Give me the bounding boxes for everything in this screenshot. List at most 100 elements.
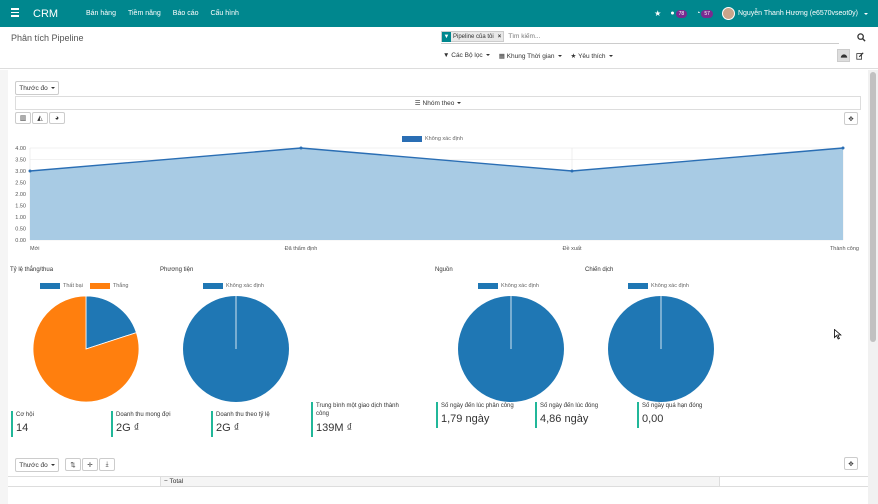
- kpi-prorated-revenue[interactable]: Doanh thu theo tỷ lệ 2G ₫: [211, 411, 301, 437]
- edit-view-button[interactable]: [853, 49, 866, 62]
- data-point[interactable]: [570, 169, 574, 173]
- search-facet[interactable]: ▼ Pipeline của tôi ×: [441, 31, 505, 42]
- calendar-icon: ▦: [498, 53, 505, 60]
- star-icon[interactable]: ★: [654, 9, 662, 18]
- kpi-days-overdue[interactable]: Số ngày quá hạn đóng 0,00: [637, 402, 732, 428]
- expand-icon: ✥: [848, 460, 854, 468]
- chat-icon: ●: [670, 9, 675, 17]
- kpi-label: Cơ hội: [16, 412, 34, 418]
- legend-swatch: [402, 136, 422, 142]
- favorites-label: Yêu thích: [578, 53, 606, 60]
- bar-chart-button[interactable]: ▥: [15, 112, 31, 124]
- legend-swatch: [478, 283, 498, 289]
- kpi-expected-revenue[interactable]: Doanh thu mong đợi 2G ₫: [111, 411, 201, 437]
- line-chart-button[interactable]: ◭: [32, 112, 48, 124]
- legend-label: Không xác định: [226, 283, 264, 289]
- area-chart: 0.00 0.50 1.00 1.50 2.00 2.50 3.00 3.50 4.00 Mới Đ…: [15, 146, 859, 252]
- kpi-value: 1,79 ngày: [441, 413, 490, 426]
- clock-icon: ◔: [696, 9, 701, 17]
- legend-swatch: [628, 283, 648, 289]
- legend-swatch: [203, 283, 223, 289]
- search-bar[interactable]: ▼ Pipeline của tôi ×: [441, 30, 839, 44]
- legend-label-won: Thắng: [112, 283, 129, 289]
- kpi-label: Số ngày đến lúc phân công: [441, 403, 514, 409]
- dashboard-view-button[interactable]: [837, 49, 850, 62]
- data-point[interactable]: [841, 146, 845, 150]
- list-icon: ☰: [414, 100, 421, 107]
- pie-slice[interactable]: [85, 295, 137, 350]
- series-line: [29, 147, 844, 172]
- kpi-opportunities[interactable]: Cơ hội 14: [11, 411, 101, 437]
- kpi-avg-deal[interactable]: Trung bình một giao dịch thành công 139M…: [311, 402, 411, 437]
- menu-configuration[interactable]: Cấu hình: [210, 10, 239, 17]
- filter-icon: ▼: [443, 52, 450, 59]
- legend-label: Không xác định: [425, 136, 463, 142]
- legend-label: Không xác định: [651, 283, 689, 289]
- y-tick-label: 0.00: [15, 238, 26, 244]
- apps-menu-icon[interactable]: [11, 8, 19, 17]
- top-navbar: CRM Bán hàng Tiềm năng Báo cáo Cấu hình …: [0, 0, 878, 27]
- kpi-days-to-close[interactable]: Số ngày đến lúc đóng 4,86 ngày: [535, 402, 630, 428]
- timeframe-label: Khung Thời gian: [506, 53, 555, 60]
- y-tick-label: 1.00: [15, 215, 26, 221]
- kpi-days-to-assign[interactable]: Số ngày đến lúc phân công 1,79 ngày: [436, 402, 531, 428]
- menu-sales[interactable]: Bán hàng: [86, 10, 116, 17]
- x-tick-label: Thành công: [830, 246, 859, 252]
- kpi-label: Số ngày quá hạn đóng: [642, 403, 703, 409]
- expand-all-button[interactable]: ✛: [82, 458, 98, 471]
- expand-pivot-button[interactable]: ✥: [844, 457, 858, 470]
- dashboard-content: Thước đo ☰ Nhóm theo ▥ ◭ ◕ ✥ Không xác đ…: [0, 70, 878, 504]
- pie-chart-source: [458, 296, 564, 402]
- y-tick-label: 3.50: [15, 158, 26, 164]
- pie-chart-button[interactable]: ◕: [49, 112, 65, 124]
- filters-dropdown[interactable]: ▼ Các Bộ lọc: [443, 52, 490, 60]
- pie-legend-win-loss: Thất bại Thắng: [40, 283, 128, 289]
- kpi-value: 2G ₫: [116, 422, 140, 435]
- menu-leads[interactable]: Tiềm năng: [127, 10, 161, 17]
- user-menu[interactable]: Nguyễn Thanh Hương (e6570vseot0y): [721, 7, 868, 20]
- search-input[interactable]: [508, 33, 809, 40]
- kpi-value: 4,86 ngày: [540, 413, 589, 426]
- download-button[interactable]: ⤓: [99, 458, 115, 471]
- legend-label: Không xác định: [501, 283, 539, 289]
- kpi-label: Doanh thu theo tỷ lệ: [216, 412, 270, 418]
- pie-legend-medium: Không xác định: [203, 283, 264, 289]
- pivot-total-header[interactable]: − Total: [160, 476, 720, 487]
- flip-axis-icon: ⇅: [70, 461, 76, 469]
- pie-title-win-loss: Tỷ lệ thắng/thua: [10, 267, 54, 273]
- data-point[interactable]: [299, 146, 303, 150]
- y-tick-label: 4.00: [15, 146, 26, 152]
- data-point[interactable]: [28, 169, 32, 173]
- app-title[interactable]: CRM: [33, 8, 59, 20]
- pivot-measures-button[interactable]: Thước đo: [15, 458, 59, 472]
- scrollbar[interactable]: [868, 70, 878, 504]
- kpi-label: Số ngày đến lúc đóng: [540, 403, 599, 409]
- download-icon: ⤓: [105, 460, 109, 468]
- measures-button[interactable]: Thước đo: [15, 81, 59, 95]
- chevron-down-icon: [50, 464, 55, 466]
- pie-legend-source: Không xác định: [478, 283, 539, 289]
- timeframe-dropdown[interactable]: ▦ Khung Thời gian: [499, 52, 562, 60]
- legend-label-lost: Thất bại: [63, 283, 83, 289]
- search-icon[interactable]: [857, 33, 866, 42]
- measures-label: Thước đo: [19, 84, 48, 92]
- menu-reporting[interactable]: Báo cáo: [172, 10, 199, 17]
- messages-button[interactable]: ● 78: [670, 9, 688, 18]
- scrollbar-thumb[interactable]: [870, 72, 876, 342]
- pie-slice[interactable]: [32, 295, 140, 403]
- flip-axis-button[interactable]: ⇅: [65, 458, 81, 471]
- close-icon[interactable]: ×: [497, 33, 502, 40]
- group-by-bar[interactable]: ☰ Nhóm theo: [15, 96, 861, 110]
- user-name: Nguyễn Thanh Hương (e6570vseot0y): [737, 10, 858, 17]
- favorites-dropdown[interactable]: ★ Yêu thích: [571, 52, 613, 60]
- page-title: Phân tích Pipeline: [11, 33, 84, 43]
- activities-button[interactable]: ◔ 57: [696, 9, 713, 18]
- star-icon: ★: [570, 53, 577, 60]
- pie-legend-campaign: Không xác định: [628, 283, 689, 289]
- kpi-value: 139M ₫: [316, 421, 353, 434]
- y-tick-label: 0.50: [15, 227, 26, 233]
- pie-chart-campaign: [608, 296, 714, 402]
- dashboard-icon: [840, 53, 847, 58]
- facet-label: Pipeline của tôi: [453, 33, 494, 40]
- expand-chart-button[interactable]: ✥: [844, 112, 858, 125]
